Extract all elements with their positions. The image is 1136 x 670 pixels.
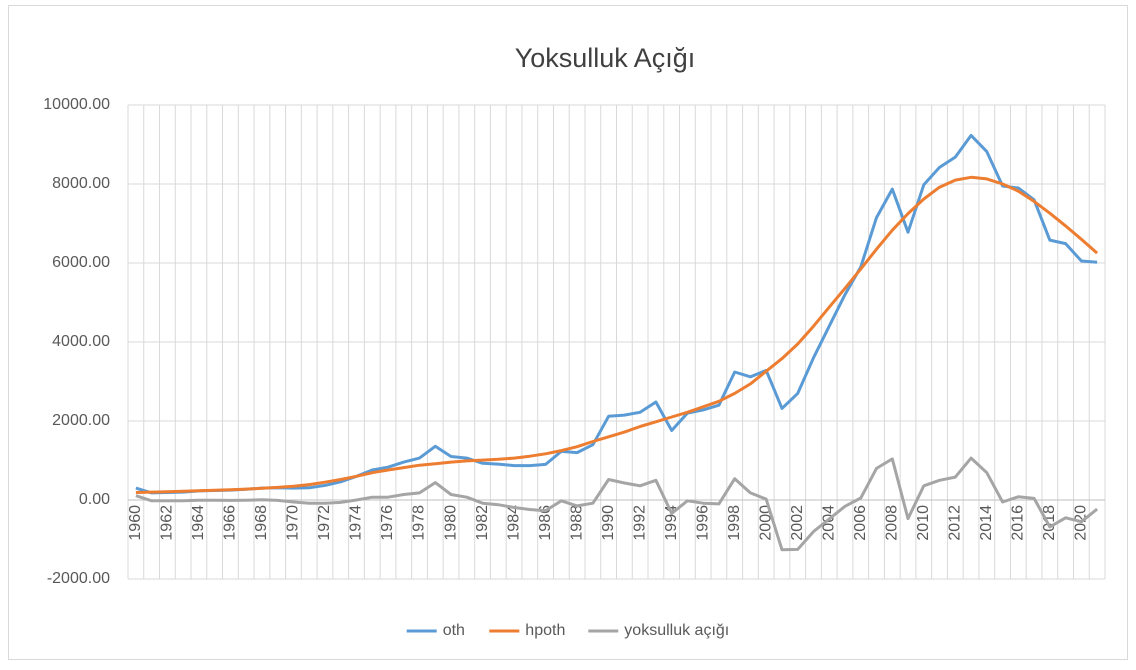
x-tick-label: 1988 (568, 505, 585, 541)
x-tick-label: 2002 (789, 505, 806, 541)
legend-label: oth (443, 622, 465, 639)
x-tick-label: 1992 (631, 505, 648, 541)
legend-label: yoksulluk açığı (624, 622, 729, 639)
y-tick-label: 8000.00 (52, 175, 110, 192)
x-tick-label: 1982 (474, 505, 491, 541)
series-line (135, 175, 1099, 494)
x-tick-label: 1968 (253, 505, 270, 541)
x-tick-label: 1980 (442, 505, 459, 541)
x-tick-label: 1996 (694, 505, 711, 541)
x-tick-label: 2008 (883, 505, 900, 541)
y-tick-label: 10000.00 (43, 96, 110, 113)
x-tick-label: 1998 (726, 505, 743, 541)
y-tick-label: 2000.00 (52, 412, 110, 429)
x-tick-label: 2016 (1010, 505, 1027, 541)
y-tick-label: 4000.00 (52, 333, 110, 350)
chart-border (8, 5, 1128, 660)
x-tick-label: 1972 (316, 505, 333, 541)
series-line (135, 456, 1099, 552)
x-tick-label: 1960 (127, 505, 144, 541)
x-tick-label: 2014 (978, 505, 995, 541)
x-tick-label: 2000 (757, 505, 774, 541)
x-tick-label: 1970 (285, 505, 302, 541)
legend-label: hpoth (525, 622, 565, 639)
x-tick-label: 1976 (379, 505, 396, 541)
x-tick-label: 1964 (190, 505, 207, 541)
x-tick-label: 1962 (159, 505, 176, 541)
y-tick-label: 0.00 (79, 491, 110, 508)
x-tick-label: 2018 (1041, 505, 1058, 541)
chart-title: Yoksulluk Açığı (515, 43, 696, 73)
x-tick-label: 2012 (947, 505, 964, 541)
x-tick-label: 1990 (600, 505, 617, 541)
y-tick-label: 6000.00 (52, 254, 110, 271)
x-tick-label: 1984 (505, 505, 522, 541)
x-tick-label: 1966 (222, 505, 239, 541)
x-tick-label: 1986 (537, 505, 554, 541)
x-tick-label: 1978 (411, 505, 428, 541)
x-tick-label: 1974 (348, 505, 365, 541)
x-tick-label: 2006 (852, 505, 869, 541)
x-tick-label: 2010 (915, 505, 932, 541)
x-tick-label: 1994 (663, 505, 680, 541)
x-tick-label: 2004 (820, 505, 837, 541)
y-tick-label: -2000.00 (47, 570, 110, 587)
series-line (135, 133, 1098, 495)
